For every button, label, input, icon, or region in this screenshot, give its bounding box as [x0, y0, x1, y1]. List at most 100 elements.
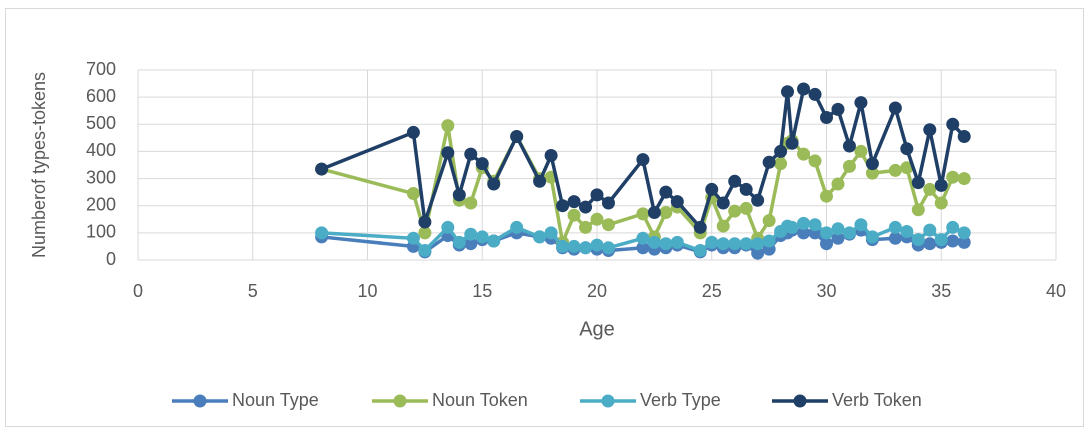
point: [923, 182, 937, 196]
point: [705, 235, 719, 249]
point: [659, 185, 673, 199]
point: [762, 234, 776, 248]
point: [636, 241, 650, 255]
point: [705, 182, 719, 196]
point: [475, 157, 489, 171]
legend-label: Verb Token: [832, 390, 922, 410]
point: [900, 225, 914, 238]
point: [670, 195, 684, 209]
point: [780, 85, 794, 99]
point: [636, 153, 650, 167]
y-tick-label: 500: [86, 113, 116, 133]
y-tick-label: 0: [106, 249, 116, 269]
point: [728, 237, 742, 251]
point: [441, 146, 455, 160]
y-tick-label: 400: [86, 140, 116, 160]
point: [842, 226, 856, 240]
legend-marker: [393, 394, 407, 408]
point: [739, 201, 753, 215]
x-tick-label: 35: [931, 281, 951, 301]
point: [785, 220, 799, 234]
y-tick-label: 200: [86, 194, 116, 214]
point: [923, 123, 937, 137]
point: [464, 196, 478, 210]
point: [452, 188, 466, 202]
point: [820, 111, 833, 124]
point: [831, 222, 845, 236]
point: [888, 231, 902, 245]
point: [693, 220, 707, 234]
point: [797, 226, 811, 240]
y-tick-label: 100: [86, 222, 116, 242]
point: [475, 230, 489, 244]
point: [831, 102, 845, 116]
point: [647, 206, 661, 219]
point: [406, 231, 420, 245]
point: [865, 230, 879, 244]
y-tick-label: 700: [86, 59, 116, 79]
point: [716, 237, 730, 251]
point: [774, 157, 788, 171]
point: [647, 235, 661, 249]
point: [579, 200, 593, 214]
point: [739, 237, 753, 251]
point: [808, 87, 822, 101]
point: [716, 219, 730, 233]
point: [934, 196, 948, 210]
point: [464, 227, 478, 241]
point: [762, 214, 776, 228]
point: [854, 144, 868, 158]
point: [854, 218, 868, 232]
point: [842, 139, 856, 153]
y-tick-label: 300: [86, 167, 116, 187]
point: [556, 239, 570, 253]
point: [590, 212, 604, 226]
point: [716, 196, 730, 210]
point: [923, 223, 937, 237]
x-tick-label: 20: [587, 281, 607, 301]
legend-label: Verb Type: [640, 390, 721, 410]
point: [865, 166, 879, 180]
point: [923, 237, 937, 251]
point: [464, 147, 478, 161]
point: [636, 207, 650, 221]
point: [831, 177, 845, 191]
point: [957, 226, 971, 240]
point: [590, 238, 604, 252]
point: [406, 125, 420, 139]
point: [315, 226, 329, 240]
point: [934, 178, 948, 192]
point: [315, 162, 329, 176]
point: [464, 237, 478, 251]
x-tick-label: 30: [816, 281, 836, 301]
point: [946, 117, 960, 131]
point: [567, 195, 581, 209]
point: [567, 208, 581, 222]
point: [797, 147, 811, 161]
point: [728, 174, 742, 188]
point: [659, 237, 673, 251]
point: [659, 206, 673, 219]
x-tick-label: 40: [1046, 281, 1066, 301]
point: [808, 218, 822, 232]
series-line: [320, 86, 966, 231]
x-tick-label: 0: [133, 281, 143, 301]
legend-marker: [193, 394, 207, 408]
point: [888, 101, 902, 115]
point: [533, 174, 547, 188]
point: [751, 237, 765, 251]
point: [854, 96, 868, 110]
y-tick-label: 600: [86, 86, 116, 106]
point: [590, 188, 604, 202]
point: [510, 130, 524, 143]
point: [418, 244, 432, 257]
point: [670, 235, 684, 249]
point: [601, 196, 615, 210]
point: [934, 233, 948, 247]
point: [820, 189, 833, 203]
point: [797, 216, 811, 230]
legend-marker: [601, 394, 615, 408]
point: [693, 244, 707, 257]
point: [797, 82, 811, 96]
